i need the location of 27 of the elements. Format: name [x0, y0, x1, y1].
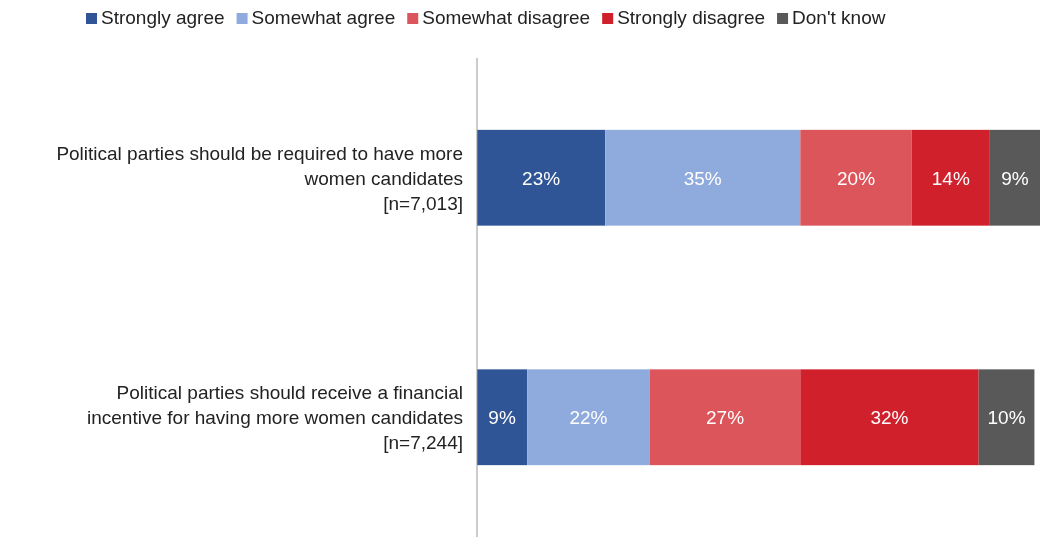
- data-label: 9%: [488, 407, 516, 429]
- bar: [989, 129, 1040, 226]
- bar: [649, 369, 801, 466]
- data-label: 10%: [987, 407, 1026, 429]
- bar: [911, 129, 990, 226]
- legend-label: Strongly disagree: [617, 7, 766, 28]
- data-label: 35%: [683, 167, 722, 189]
- data-label: 32%: [870, 407, 909, 429]
- legend-label: Somewhat agree: [251, 7, 396, 28]
- data-label: 27%: [706, 407, 745, 429]
- bar: [477, 369, 528, 466]
- bar: [800, 129, 912, 226]
- data-label: 14%: [931, 167, 970, 189]
- y-tick-label: Political parties should receive a financial incentive for having more women candidates [n=7,244]: [87, 382, 463, 454]
- data-label: 22%: [569, 407, 608, 429]
- legend-label: Don't know: [792, 7, 886, 28]
- y-tick-label: Political parties should be required to have more women candidates [n=7,013]: [56, 142, 463, 214]
- bar: [978, 369, 1035, 466]
- legend-label: Strongly agree: [101, 7, 225, 28]
- bar: [605, 129, 801, 226]
- data-label: 9%: [1001, 167, 1029, 189]
- bar: [800, 369, 979, 466]
- bar: [527, 369, 650, 466]
- data-label: 20%: [837, 167, 876, 189]
- legend-label: Somewhat disagree: [422, 7, 591, 28]
- bar: [477, 129, 606, 226]
- data-label: 23%: [522, 167, 561, 189]
